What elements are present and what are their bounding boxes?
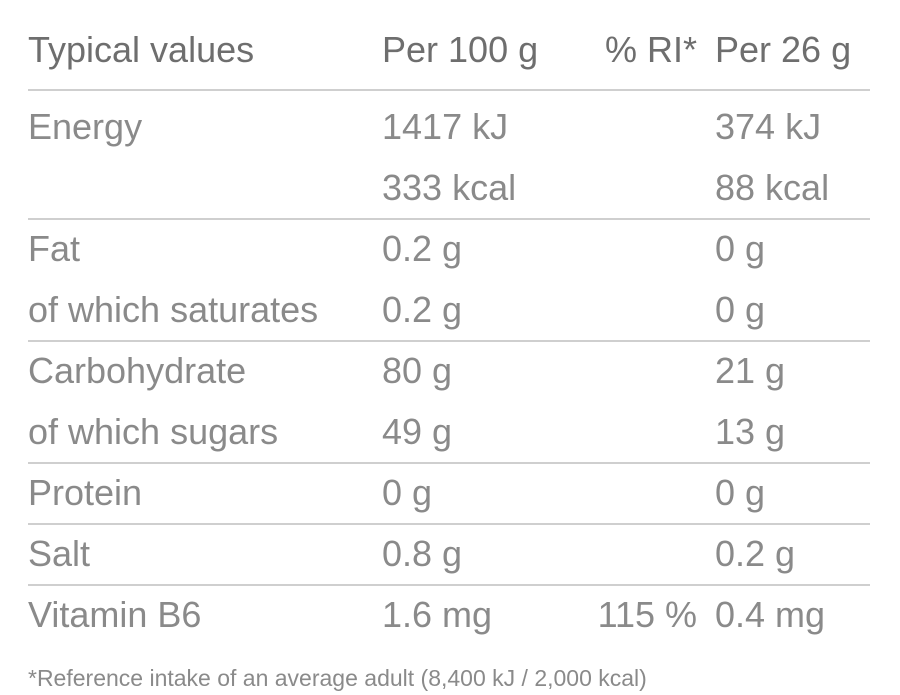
divider	[28, 523, 870, 525]
footnote: *Reference intake of an average adult (8…	[28, 665, 647, 691]
per-portion: 21 g	[715, 350, 786, 391]
per-100g: 0 g	[382, 472, 433, 513]
per-portion: 0 g	[715, 472, 766, 513]
per-100g: 49 g	[382, 411, 453, 452]
per-100g: 333 kcal	[382, 167, 517, 208]
divider	[28, 218, 870, 220]
divider	[28, 340, 870, 342]
divider	[28, 462, 870, 464]
nutrient-name: Vitamin B6	[28, 594, 202, 635]
per-portion: 0 g	[715, 228, 766, 269]
per-portion: 13 g	[715, 411, 786, 452]
per-portion: 374 kJ	[715, 106, 822, 147]
nutrient-name: of which saturates	[28, 289, 319, 330]
nutrient-name: Protein	[28, 472, 143, 513]
ri-percent: 115 %	[597, 594, 697, 635]
nutrient-name: Fat	[28, 228, 81, 269]
divider	[28, 584, 870, 586]
per-portion: 0.4 mg	[715, 594, 826, 635]
nutrient-name: Energy	[28, 106, 143, 147]
per-100g: 1417 kJ	[382, 106, 509, 147]
nutrient-name: Typical values	[28, 29, 255, 70]
nutrient-name: Carbohydrate	[28, 350, 247, 391]
per-100g: Per 100 g	[382, 29, 539, 70]
per-portion: 88 kcal	[715, 167, 830, 208]
per-100g: 0.2 g	[382, 289, 463, 330]
nutrient-name: of which sugars	[28, 411, 279, 452]
per-portion: 0 g	[715, 289, 766, 330]
ri-percent: % RI*	[604, 29, 697, 70]
per-100g: 0.2 g	[382, 228, 463, 269]
nutrient-name: Salt	[28, 533, 91, 574]
divider	[28, 89, 870, 91]
per-100g: 80 g	[382, 350, 453, 391]
per-portion: 0.2 g	[715, 533, 796, 574]
per-100g: 0.8 g	[382, 533, 463, 574]
per-100g: 1.6 mg	[382, 594, 493, 635]
per-portion: Per 26 g	[715, 29, 852, 70]
